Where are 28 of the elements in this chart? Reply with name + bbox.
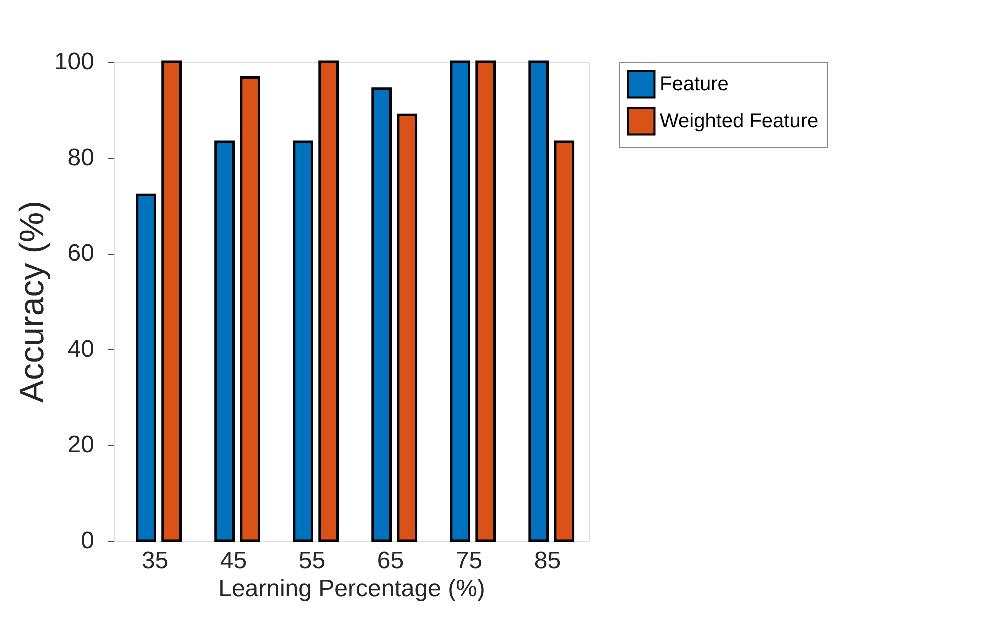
bar bbox=[554, 140, 575, 542]
y-tick-label: 20 bbox=[68, 432, 94, 459]
y-tick-label: 40 bbox=[68, 336, 94, 363]
y-tick-label: 0 bbox=[81, 528, 94, 554]
x-tick-label: 65 bbox=[377, 548, 404, 574]
bar bbox=[318, 60, 340, 542]
x-tick-label: 45 bbox=[220, 548, 248, 574]
y-tick-label: 80 bbox=[68, 144, 94, 172]
bar bbox=[162, 60, 182, 542]
x-axis-title: Learning Percentage (%) bbox=[218, 576, 486, 602]
x-tick-label: 55 bbox=[298, 548, 326, 574]
bar bbox=[372, 88, 392, 542]
bar bbox=[240, 76, 260, 542]
legend-label: Feature bbox=[660, 74, 729, 96]
bar bbox=[450, 60, 471, 542]
bar bbox=[397, 114, 418, 542]
bar bbox=[293, 140, 314, 542]
y-tick-label: 100 bbox=[54, 48, 94, 76]
legend-label: Weighted Feature bbox=[660, 110, 819, 132]
x-tick-label: 35 bbox=[142, 548, 169, 574]
y-tick-label: 60 bbox=[68, 240, 94, 268]
bar bbox=[476, 60, 496, 542]
bar bbox=[136, 194, 156, 542]
x-tick-label: 75 bbox=[456, 548, 483, 574]
bar bbox=[214, 140, 235, 542]
y-axis-title: Accuracy (%) bbox=[13, 200, 52, 404]
bar bbox=[528, 60, 550, 542]
x-tick-label: 85 bbox=[534, 548, 562, 574]
